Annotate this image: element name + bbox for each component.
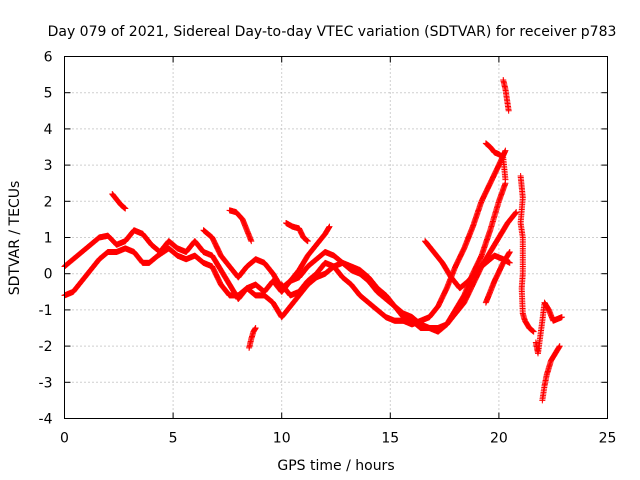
series-seg-10 (283, 220, 311, 245)
y-tick-label: 2 (44, 194, 53, 210)
data-point (252, 325, 259, 331)
x-axis-label: GPS time / hours (277, 458, 394, 474)
data-point (304, 238, 311, 245)
data-point (506, 248, 513, 255)
y-axis-label: SDTVAR / TECUs (7, 181, 23, 296)
series-track-d (278, 147, 509, 328)
series-track-e (422, 238, 513, 292)
data-point (556, 343, 563, 350)
data-point (248, 238, 255, 245)
y-tick-label: -2 (39, 339, 53, 355)
x-tick-label: 10 (273, 431, 291, 447)
y-tick-label: 0 (44, 267, 53, 283)
y-tick-label: 1 (44, 231, 53, 247)
series-seg-19 (482, 140, 509, 183)
x-tick-label: 20 (490, 431, 508, 447)
data-point (502, 176, 509, 183)
x-tick-label: 0 (60, 431, 69, 447)
data-point (558, 314, 565, 321)
x-tick-label: 5 (169, 431, 178, 447)
grid (64, 56, 608, 419)
series-track-c (200, 180, 509, 331)
series-seg-2 (109, 191, 129, 212)
y-tick-labels: -4 -3 -2 -1 0 1 2 3 4 5 6 (39, 50, 53, 428)
x-tick-label: 15 (381, 431, 399, 447)
series-seg-8 (246, 325, 259, 351)
data-point (326, 223, 333, 230)
data-point (506, 259, 513, 266)
series-seg-22 (532, 299, 565, 357)
x-tick-labels: 0 5 10 15 20 25 (60, 431, 616, 447)
data-point (505, 107, 512, 114)
y-tick-label: -4 (39, 412, 53, 428)
y-tick-label: 3 (44, 158, 53, 174)
data-point (513, 209, 520, 216)
series-seg-7 (226, 207, 255, 245)
y-tick-label: 4 (44, 122, 53, 138)
series-track-a (61, 223, 333, 303)
data-markers (61, 77, 565, 404)
data-point (530, 328, 537, 335)
x-tick-label: 25 (599, 431, 617, 447)
y-tick-label: -1 (39, 303, 53, 319)
y-tick-label: 6 (44, 50, 53, 66)
y-tick-label: -3 (39, 375, 53, 391)
series-seg-20 (500, 77, 512, 114)
chart-title: Day 079 of 2021, Sidereal Day-to-day VTE… (48, 24, 617, 40)
data-point (502, 147, 509, 154)
series-track-f (482, 248, 513, 306)
data-point (122, 205, 129, 212)
series-seg-21 (517, 172, 537, 335)
y-tick-label: 5 (44, 86, 53, 102)
series-seg-23 (539, 343, 563, 404)
axis-ticks (64, 56, 608, 419)
